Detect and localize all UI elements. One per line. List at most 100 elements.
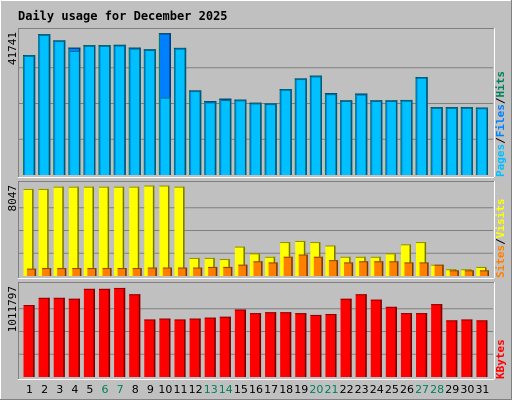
bar-pages-fill: [462, 107, 473, 175]
bar-sites-fill: [57, 268, 67, 276]
bar-sites-shade: [412, 262, 414, 276]
bar-visits: [83, 186, 94, 276]
x-tick-label: 24: [370, 383, 384, 396]
panel-visits-sites: 8047 Sites/Visits: [6, 181, 507, 279]
bar-pages-fill: [160, 97, 171, 175]
bar-kbytes-fill: [98, 288, 111, 377]
bar-pages: [311, 76, 322, 175]
bar-sites-shade: [230, 266, 233, 276]
bar-visits-shade: [137, 186, 140, 276]
bar-pages: [160, 97, 171, 175]
bar-pages-shade: [78, 50, 81, 175]
bar-sites-shade: [79, 268, 82, 276]
bar-pages-shade: [229, 99, 232, 175]
bar-pages: [432, 107, 443, 175]
bar-kbytes: [355, 294, 367, 377]
bar-visits-fill: [416, 242, 427, 276]
x-tick-label: 9: [147, 383, 154, 396]
bar-visits-fill: [68, 186, 79, 276]
bar-kbytes-shade: [229, 316, 231, 377]
bar-sites-shade: [427, 262, 429, 276]
bar-sites-shade: [155, 267, 157, 276]
bar-kbytes-fill: [189, 318, 201, 377]
bar-sites-shade: [49, 268, 52, 276]
bar-kbytes-shade: [289, 312, 292, 377]
x-tick-label: 16: [249, 383, 263, 396]
bar-kbytes: [280, 312, 292, 377]
bar-visits: [400, 244, 412, 276]
bar-pages-shade: [214, 102, 217, 175]
bar-visits: [68, 186, 79, 276]
bar-sites: [193, 267, 203, 276]
panel-legend: Pages/Files/Hits: [494, 71, 507, 177]
bar-sites-fill: [147, 267, 157, 276]
bar-sites: [404, 262, 414, 276]
bar-visits: [189, 257, 200, 276]
bar-pages: [326, 94, 338, 175]
bar-pages: [85, 45, 96, 176]
bar-pages-shade: [109, 45, 111, 176]
bar-sites-fill: [464, 270, 474, 276]
bar-pages: [100, 45, 111, 176]
bar-sites-fill: [283, 256, 293, 276]
bar-sites-fill: [268, 262, 278, 276]
bar-sites: [177, 267, 188, 276]
bar-sites-fill: [449, 270, 459, 276]
bar-kbytes-fill: [144, 319, 156, 377]
bars: [23, 33, 488, 176]
x-tick-label: 5: [86, 383, 93, 396]
bar-kbytes-fill: [416, 313, 428, 377]
bar-pages-shade: [48, 34, 51, 176]
bar-sites-shade: [396, 261, 399, 276]
bar-pages-shade: [335, 94, 338, 175]
bar-kbytes-fill: [234, 309, 246, 377]
bar-kbytes: [385, 306, 397, 377]
bar-visits: [23, 188, 34, 276]
bar-pages-shade: [395, 101, 398, 175]
bar-pages: [462, 107, 473, 175]
bar-pages-fill: [25, 55, 36, 175]
bar-sites: [283, 256, 293, 276]
bar-sites-shade: [381, 261, 384, 276]
bar-sites: [268, 262, 278, 276]
bar-pages: [447, 107, 458, 175]
bar-pages-shade: [260, 103, 262, 175]
x-tick-label: 4: [71, 383, 78, 396]
bar-kbytes: [340, 298, 352, 377]
legend-sites: Sites: [494, 245, 507, 278]
bar-sites: [328, 260, 339, 276]
bar-sites-fill: [193, 267, 203, 276]
bar-pages: [266, 104, 277, 175]
bar-visits: [38, 188, 49, 276]
bar-sites-fill: [223, 266, 233, 276]
bar-pages-shade: [441, 107, 443, 175]
bar-kbytes-shade: [63, 297, 65, 377]
bar-pages-fill: [266, 104, 277, 175]
x-tick-label: 8: [132, 383, 139, 396]
bar-pages-shade: [456, 107, 458, 175]
bar-pages: [251, 103, 262, 175]
x-tick-label: 20: [309, 383, 323, 396]
bar-sites-fill: [132, 268, 142, 276]
bar-kbytes: [370, 299, 382, 377]
bar-pages: [387, 101, 398, 175]
bar-sites-fill: [238, 264, 248, 276]
bar-sites-shade: [261, 261, 263, 276]
bar-sites-fill: [359, 261, 369, 276]
bar-pages-fill: [100, 45, 111, 176]
bar-sites-shade: [64, 268, 67, 276]
bar-kbytes-shade: [184, 319, 186, 377]
bar-kbytes-fill: [355, 294, 367, 377]
x-tick-label: 23: [355, 383, 369, 396]
bar-kbytes-shade: [365, 294, 367, 377]
bar-kbytes: [114, 287, 126, 377]
x-tick-label: 22: [340, 383, 354, 396]
x-tick-label: 13: [204, 383, 218, 396]
bar-sites: [389, 261, 399, 276]
bar-kbytes-fill: [295, 313, 307, 377]
bar-sites: [72, 268, 82, 276]
bar-sites-fill: [177, 267, 188, 276]
bar-kbytes: [83, 288, 95, 377]
bar-sites-fill: [87, 268, 97, 276]
bar-sites-fill: [72, 268, 82, 276]
